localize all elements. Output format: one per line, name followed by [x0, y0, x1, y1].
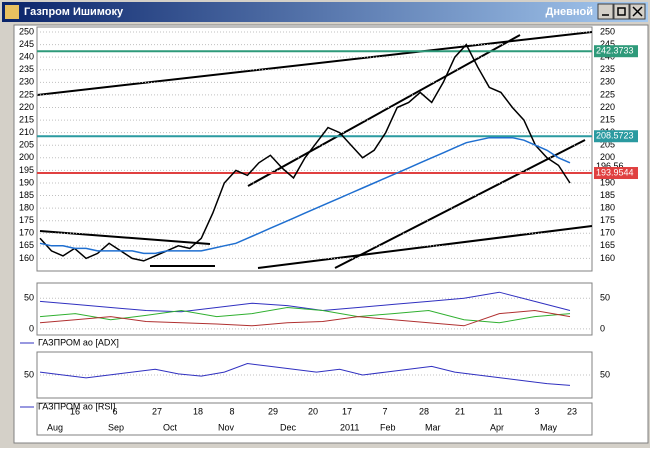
x-axis: [36, 402, 593, 436]
y-tick-label: 50: [24, 293, 34, 303]
x-day-label: 28: [419, 406, 429, 416]
price-tag: [594, 130, 638, 143]
y-tick-label-right: 190: [600, 177, 615, 187]
x-day-label: 18: [193, 406, 203, 416]
x-month-label: Feb: [380, 422, 396, 432]
y-tick-label-right: 165: [600, 240, 615, 250]
x-day-label: 7: [382, 406, 387, 416]
y-tick-label-right: 215: [600, 114, 615, 124]
x-day-label: 17: [342, 406, 352, 416]
y-tick-label: 165: [19, 240, 34, 250]
y-tick-label: 220: [19, 102, 34, 112]
price-tag-label: 193.9544: [596, 167, 634, 177]
x-day-label: 3: [534, 406, 539, 416]
x-month-label: 2011: [340, 422, 359, 432]
legend-label: ГАЗПРОМ ао [ADX]: [38, 337, 119, 347]
x-day-label: 23: [567, 406, 577, 416]
minimize-button[interactable]: [597, 3, 614, 20]
y-tick-label-right: 175: [600, 215, 615, 225]
x-day-label: 6: [112, 406, 117, 416]
y-tick-label-right: 220: [600, 102, 615, 112]
series-line: [39, 136, 571, 255]
price-tag: [594, 167, 638, 180]
trend-lines: [37, 31, 592, 269]
window-title: Газпром Ишимоку: [24, 6, 124, 18]
y-tick-label-right: 160: [600, 253, 615, 263]
y-tick-label-right: 180: [600, 202, 615, 212]
y-tick-label: 215: [19, 114, 34, 124]
y-tick-label-right: 200: [600, 152, 615, 162]
y-tick-label: 225: [19, 89, 34, 99]
y-tick-label: 0: [29, 323, 34, 333]
y-tick-label: 185: [19, 190, 34, 200]
x-day-label: 20: [308, 406, 318, 416]
y-tick-label: 175: [19, 215, 34, 225]
y-tick-label-right: 170: [600, 228, 615, 238]
y-tick-label: 205: [19, 140, 34, 150]
series-line: [39, 306, 571, 324]
x-day-label: 21: [455, 406, 465, 416]
y-tick-label: 210: [19, 127, 34, 137]
series-line: [39, 291, 571, 313]
maximize-button[interactable]: [613, 3, 630, 20]
y-tick-label-right: 205: [600, 140, 615, 150]
y-tick-label: 160: [19, 253, 34, 263]
x-day-label: 16: [70, 406, 80, 416]
x-month-label: Nov: [218, 422, 235, 432]
y-tick-label: 240: [19, 52, 34, 62]
y-tick-label-right: 50: [600, 369, 610, 379]
y-tick-label: 180: [19, 202, 34, 212]
y-tick-label-right: 235: [600, 64, 615, 74]
y-tick-label: 190: [19, 177, 34, 187]
price-tag: [594, 45, 638, 58]
price-tag-label: 196.56: [596, 161, 624, 171]
series-line: [39, 362, 571, 386]
y-tick-label: 200: [19, 152, 34, 162]
x-day-label: 29: [268, 406, 278, 416]
y-tick-label-right: 225: [600, 89, 615, 99]
y-tick-label-right: 230: [600, 77, 615, 87]
app-icon: [5, 5, 19, 19]
legend-label: ГАЗПРОМ ао [RSI]: [38, 401, 115, 411]
y-tick-label: 245: [19, 39, 34, 49]
y-tick-label-right: 50: [600, 293, 610, 303]
x-month-label: Dec: [280, 422, 297, 432]
x-day-label: 8: [229, 406, 234, 416]
y-tick-label-right: 245: [600, 39, 615, 49]
y-tick-label: 235: [19, 64, 34, 74]
y-tick-label: 50: [24, 369, 34, 379]
price-tag-label: 242.3733: [596, 46, 634, 56]
x-month-label: Sep: [108, 422, 124, 432]
series-line: [39, 309, 571, 327]
price-tag-label: 208.5723: [596, 131, 634, 141]
x-month-label: May: [540, 422, 558, 432]
title-bar: [2, 2, 648, 22]
y-tick-label: 230: [19, 77, 34, 87]
y-tick-label: 195: [19, 165, 34, 175]
y-tick-label: 250: [19, 26, 34, 36]
x-month-label: Apr: [490, 422, 504, 432]
x-month-label: Aug: [47, 422, 63, 432]
y-tick-label-right: 185: [600, 190, 615, 200]
y-tick-label-right: 0: [600, 323, 605, 333]
x-month-label: Oct: [163, 422, 178, 432]
button-glyphs: [602, 6, 643, 17]
y-tick-label: 170: [19, 228, 34, 238]
y-tick-label-right: 250: [600, 26, 615, 36]
x-month-label: Mar: [425, 422, 441, 432]
x-day-label: 27: [152, 406, 162, 416]
x-day-label: 11: [493, 406, 502, 416]
period: Дневной: [546, 6, 594, 18]
series-line: [39, 43, 571, 262]
